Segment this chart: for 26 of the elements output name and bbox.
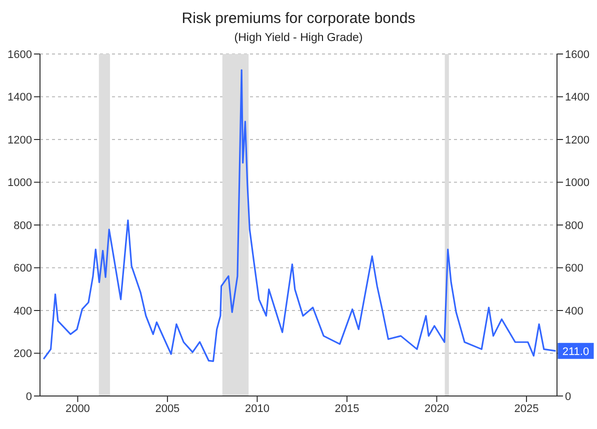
y-tick-label: 1600 [8,48,32,61]
chart-subtitle: (High Yield - High Grade) [233,32,364,44]
y-tick-label: 600 [14,262,32,275]
y2-tick-label: 1200 [565,134,590,146]
y2-tick-label: 1000 [565,177,590,190]
y-tick-label: 1000 [8,177,32,190]
y-tick-label: 800 [14,220,32,232]
x-tick-label: 2005 [155,402,180,415]
x-tick-label: 2015 [334,402,360,415]
x-tick-label: 2020 [424,402,449,415]
chart-title: Risk premiums for corporate bonds [180,10,416,27]
y-tick-label: 400 [14,305,32,318]
y-tick-label: 1200 [8,134,32,146]
y2-tick-label: 600 [565,262,584,275]
y-tick-label: 1400 [8,92,32,104]
y2-tick-label: 0 [565,390,572,403]
x-tick-label: 2025 [514,402,539,415]
y-tick-label: 200 [14,348,32,360]
y2-tick-label: 400 [565,305,584,318]
x-tick-label: 2000 [65,402,90,415]
annotation: 211.0 [562,346,590,358]
y2-tick-label: 1600 [565,48,590,61]
x-tick-label: 2010 [244,402,270,415]
y-tick-label: 0 [26,390,32,403]
y2-tick-label: 1400 [565,92,590,104]
y2-tick-label: 800 [565,220,584,232]
